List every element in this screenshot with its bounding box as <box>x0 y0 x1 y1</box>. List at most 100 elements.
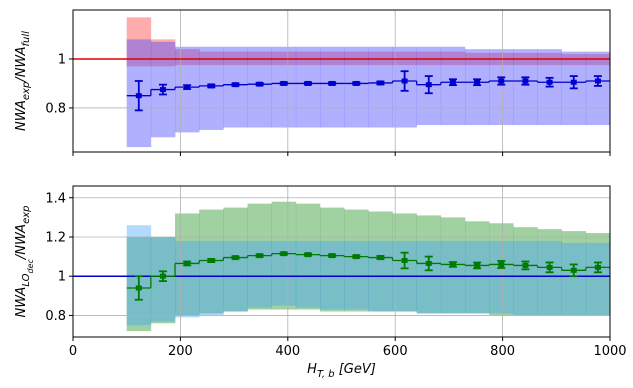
uncertainty-band <box>368 46 393 128</box>
x-axis-label-part: T, b <box>317 369 335 380</box>
marker <box>401 78 408 84</box>
uncertainty-band <box>344 240 369 310</box>
uncertainty-band <box>585 51 610 126</box>
uncertainty-band <box>344 46 369 128</box>
marker <box>208 83 215 89</box>
uncertainty-band <box>271 240 297 306</box>
uncertainty-band <box>247 240 272 308</box>
y-axis-label: NWALOdec/NWAexp <box>14 205 35 317</box>
y-axis-label-part: exp <box>21 82 32 100</box>
x-tick-label: 0 <box>69 344 77 359</box>
y-tick-label: 1 <box>58 270 66 285</box>
y-tick-label: 0.8 <box>45 309 66 324</box>
marker <box>474 79 481 85</box>
uncertainty-band <box>513 227 538 316</box>
y-axis-label-part: NWA <box>14 287 29 318</box>
y-tick-label: 1 <box>58 52 66 67</box>
marker <box>304 80 311 86</box>
uncertainty-band <box>537 240 562 316</box>
y-axis-label-part: LO <box>21 273 32 286</box>
marker <box>256 81 263 87</box>
y-axis-label-part: /NWA <box>14 224 29 260</box>
uncertainty-band <box>126 17 152 67</box>
uncertainty-band <box>320 46 345 128</box>
marker <box>329 80 336 86</box>
x-axis-label: HT, b [GeV] <box>307 362 376 380</box>
uncertainty-band <box>513 240 538 316</box>
marker <box>353 80 360 86</box>
uncertainty-band <box>175 49 200 66</box>
uncertainty-band <box>126 225 152 326</box>
marker <box>594 264 601 270</box>
marker <box>280 251 287 257</box>
x-tick-label: 800 <box>490 344 515 359</box>
y-tick-label: 1.4 <box>45 191 66 206</box>
marker <box>184 84 191 90</box>
marker <box>256 253 263 259</box>
uncertainty-band <box>465 49 490 126</box>
marker <box>135 285 142 291</box>
uncertainty-band <box>585 242 610 316</box>
x-tick-label: 200 <box>168 344 193 359</box>
marker <box>280 80 287 86</box>
y-axis-label-part: exp <box>21 205 32 223</box>
uncertainty-band <box>344 209 369 312</box>
uncertainty-band <box>585 233 610 316</box>
marker <box>449 261 456 267</box>
uncertainty-band <box>489 240 514 314</box>
uncertainty-band <box>295 240 321 308</box>
uncertainty-band <box>271 46 297 128</box>
marker <box>353 254 360 260</box>
uncertainty-band <box>416 240 442 314</box>
marker <box>184 260 191 266</box>
marker <box>159 273 166 279</box>
marker <box>546 79 553 85</box>
marker <box>159 87 166 93</box>
plot-area <box>73 10 610 152</box>
marker <box>377 255 384 261</box>
marker <box>570 267 577 273</box>
marker <box>232 82 239 88</box>
y-tick-label: 0.8 <box>45 101 66 116</box>
marker <box>594 78 601 84</box>
axes-frame <box>72 9 611 153</box>
axes-frame <box>72 185 611 338</box>
y-tick-label: 1.2 <box>45 230 66 245</box>
marker <box>135 93 142 99</box>
x-tick-label: 400 <box>275 344 300 359</box>
y-axis-label-part: /NWA <box>14 46 29 82</box>
marker <box>329 253 336 259</box>
marker <box>377 80 384 86</box>
x-axis-label-part: [GeV] <box>335 362 376 377</box>
x-tick-label: 1000 <box>593 344 626 359</box>
marker <box>474 262 481 268</box>
uncertainty-band <box>440 240 466 314</box>
marker <box>425 82 432 88</box>
marker <box>546 264 553 270</box>
uncertainty-band <box>368 211 393 312</box>
y-axis-label-part: NWA <box>14 100 29 131</box>
uncertainty-band <box>199 240 224 316</box>
x-tick-label: 600 <box>383 344 408 359</box>
marker <box>401 258 408 264</box>
uncertainty-band <box>295 46 321 128</box>
y-axis-label: NWAexp/NWAfull <box>14 31 32 131</box>
uncertainty-band <box>320 240 345 310</box>
y-axis-label-part: full <box>21 31 32 47</box>
marker <box>522 78 529 84</box>
y-axis-label-part: dec <box>26 259 35 274</box>
x-axis-label-part: H <box>307 362 317 377</box>
plot-area <box>73 186 610 337</box>
uncertainty-band <box>320 207 345 312</box>
uncertainty-band <box>247 46 272 128</box>
marker <box>498 78 505 84</box>
uncertainty-band <box>150 39 176 67</box>
marker <box>449 79 456 85</box>
uncertainty-band <box>489 223 514 316</box>
marker <box>522 262 529 268</box>
marker <box>232 255 239 261</box>
marker <box>208 258 215 264</box>
marker <box>570 79 577 85</box>
uncertainty-band <box>465 240 490 314</box>
